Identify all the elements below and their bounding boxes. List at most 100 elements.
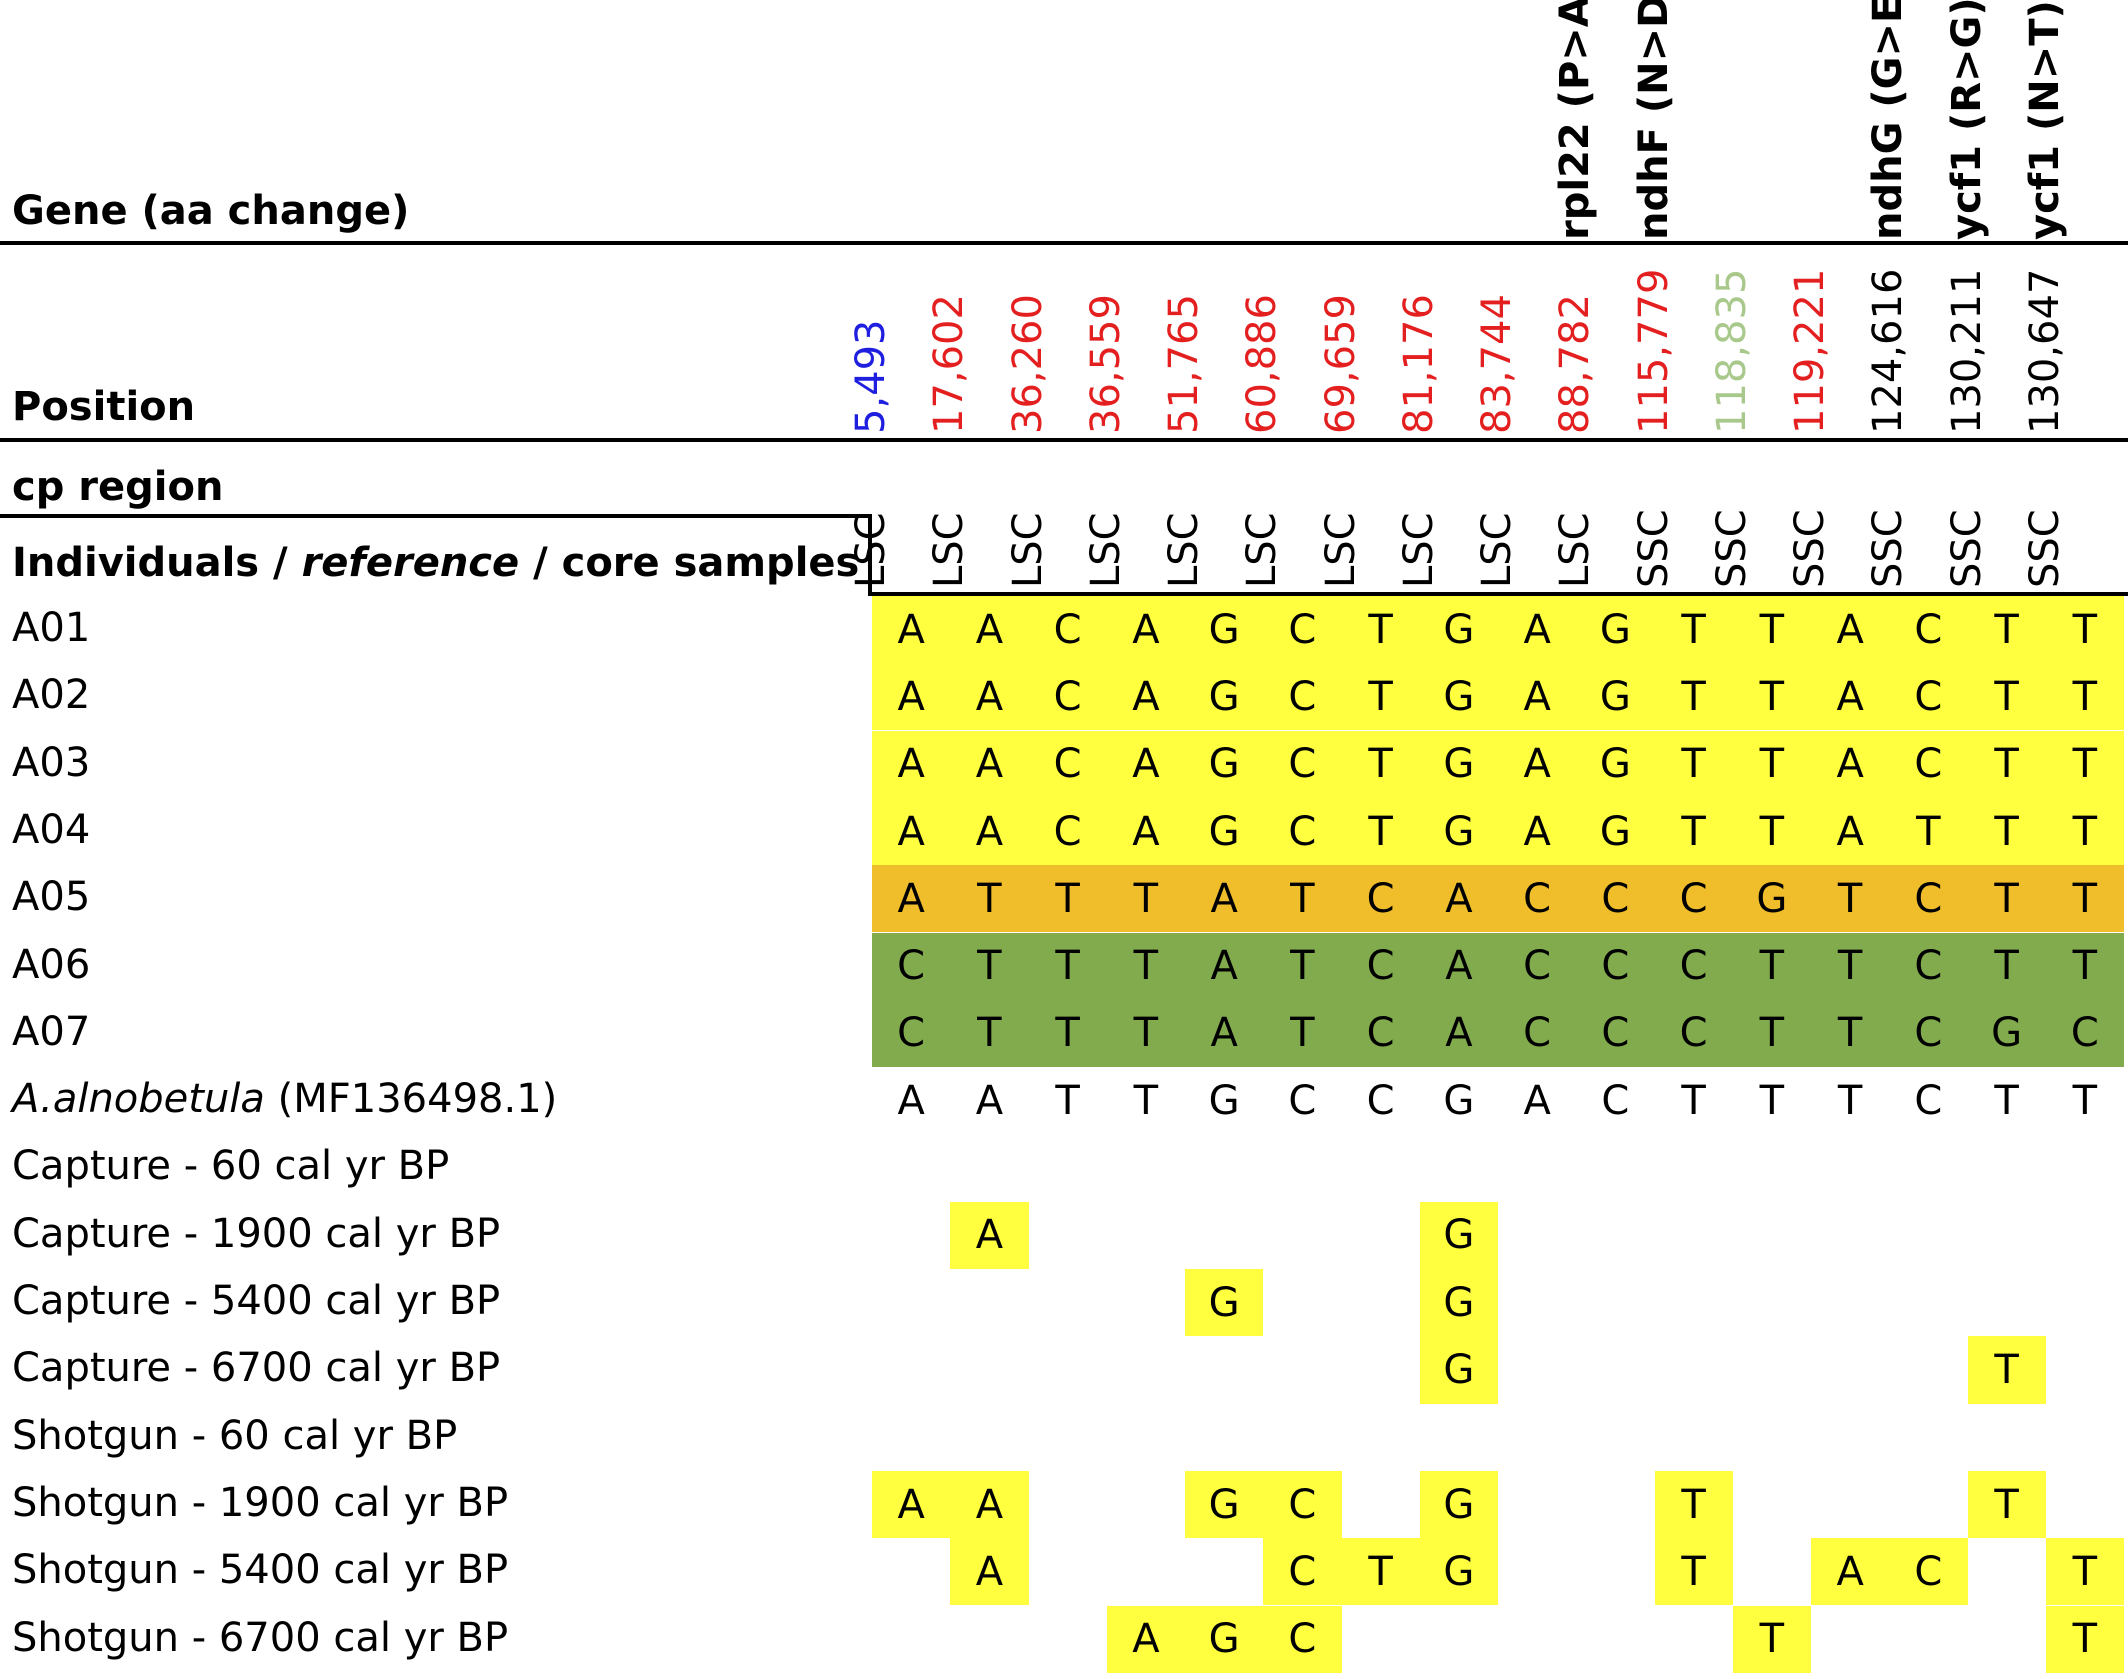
base-cell: A	[975, 808, 1004, 855]
base-cell: C	[1263, 1470, 1342, 1539]
row-highlight	[872, 663, 2124, 731]
region-label-text: SSC	[1708, 509, 1755, 588]
base-cell: A	[897, 1077, 925, 1124]
base-cell: G	[1185, 1269, 1264, 1337]
row-label: Capture - 6700 cal yr BP	[12, 1345, 501, 1392]
position-label-text: 5,493	[848, 319, 895, 434]
base-cell: C	[1053, 606, 1082, 653]
base-cell: G	[1419, 1538, 1498, 1606]
base-cell: C	[1288, 808, 1317, 855]
region-column-border	[868, 514, 872, 596]
base-cell: A	[897, 808, 925, 855]
base-cell: T	[1681, 741, 1706, 788]
table-row: A01 A A C A G C T G A G T T A C T T	[0, 596, 2128, 663]
base-cell: T	[1916, 808, 1941, 855]
base-cell: G	[1599, 808, 1631, 855]
position-divider	[0, 438, 2128, 442]
gene-label-text: ndhF (N>D)	[1630, 0, 1677, 240]
base-cell: T	[1290, 875, 1315, 922]
gene-header: Gene (aa change)	[12, 188, 410, 234]
row-label: A03	[12, 739, 91, 786]
base-cell: C	[1523, 943, 1552, 990]
base-cell: T	[1290, 943, 1315, 990]
base-cell: C	[1914, 606, 1943, 653]
region-label-text: LSC	[926, 512, 973, 588]
base-cell: C	[1053, 673, 1082, 720]
base-cell: C	[1679, 943, 1708, 990]
region-label-text: LSC	[1239, 512, 1286, 588]
base-cell: T	[1133, 1077, 1159, 1124]
position-label-text: 118,835	[1708, 268, 1755, 434]
base-cell: T	[1994, 673, 2019, 720]
position-label-text: 36,559	[1082, 294, 1129, 434]
base-cell: T	[1759, 943, 1785, 990]
table-row: Shotgun - 6700 cal yr BP A G C T T	[0, 1605, 2128, 1673]
base-cell: T	[1654, 1470, 1733, 1539]
base-cell: G	[1443, 673, 1475, 720]
base-cell: G	[1419, 1336, 1498, 1404]
position-label-text: 83,744	[1474, 294, 1521, 434]
base-cell: T	[1994, 741, 2019, 788]
position-label-text: 88,782	[1552, 294, 1599, 434]
base-cell: T	[977, 1010, 1002, 1057]
base-cell: A	[1132, 606, 1160, 653]
region-label-text: LSC	[848, 512, 895, 588]
gene-divider	[0, 241, 2128, 245]
row-highlight	[872, 999, 2124, 1067]
base-cell: A	[975, 1077, 1004, 1124]
base-cell: A	[1523, 673, 1551, 720]
base-cell: T	[1759, 741, 1785, 788]
base-cell: G	[1756, 875, 1788, 922]
base-cell: A	[950, 1201, 1029, 1269]
base-cell: G	[1208, 741, 1240, 788]
region-label-text: LSC	[1161, 512, 1208, 588]
base-cell: A	[1836, 673, 1864, 720]
region-label-text: SSC	[1630, 509, 1677, 588]
base-cell: C	[1914, 1010, 1943, 1057]
base-cell: A	[1445, 1010, 1473, 1057]
table-row: A04 A A C A G C T G A G T T A T T T	[0, 797, 2128, 865]
base-cell: G	[1419, 1201, 1498, 1269]
position-label-text: 60,886	[1239, 294, 1286, 434]
base-cell: C	[1889, 1538, 1968, 1606]
table-row: A02 A A C A G C T G A G T T A C T T	[0, 663, 2128, 731]
base-cell: C	[1366, 1077, 1395, 1124]
base-cell: C	[1914, 875, 1943, 922]
base-cell: T	[977, 875, 1002, 922]
table-row: A06 C T T T A T C A C C C T T C T T	[0, 932, 2128, 1000]
row-highlight	[872, 730, 2124, 798]
base-cell: T	[1681, 673, 1706, 720]
base-cell: T	[977, 943, 1002, 990]
base-cell: T	[1994, 875, 2019, 922]
row-label: Capture - 60 cal yr BP	[12, 1143, 450, 1190]
gene-label-text: ndhG (G>E)	[1865, 0, 1912, 240]
base-cell: T	[1837, 1077, 1863, 1124]
table-row: Shotgun - 1900 cal yr BP A A G C G T T	[0, 1470, 2128, 1539]
base-cell: T	[2045, 1538, 2124, 1606]
base-cell: T	[1055, 875, 1080, 922]
table-row: A.alnobetula (MF136498.1) A A T T G C C G A C T T T C T…	[0, 1067, 2128, 1134]
gene-label-text: ycf1 (R>G)	[1943, 0, 1990, 240]
base-cell: C	[1914, 1077, 1943, 1124]
base-cell: C	[1601, 1077, 1630, 1124]
base-cell: G	[1419, 1269, 1498, 1337]
position-label-text: 81,176	[1395, 294, 1442, 434]
region-bottom-border	[868, 592, 2128, 596]
base-cell: T	[2045, 1605, 2124, 1673]
base-cell: C	[1914, 943, 1943, 990]
base-cell: G	[1208, 606, 1240, 653]
position-label-text: 119,221	[1787, 268, 1834, 434]
base-cell: G	[1991, 1010, 2023, 1057]
base-cell: G	[1185, 1470, 1264, 1539]
base-cell: A	[975, 741, 1004, 788]
gene-label-text: rpl22 (P>A)	[1552, 0, 1599, 240]
base-cell: T	[2072, 1077, 2098, 1124]
base-cell: T	[1994, 606, 2019, 653]
base-cell: T	[1994, 1077, 2019, 1124]
base-cell: T	[1055, 1010, 1080, 1057]
base-cell: A	[897, 673, 925, 720]
base-cell: T	[1837, 1010, 1863, 1057]
base-cell: A	[975, 606, 1004, 653]
base-cell: A	[1210, 875, 1238, 922]
table-row: Shotgun - 60 cal yr BP	[0, 1404, 2128, 1471]
